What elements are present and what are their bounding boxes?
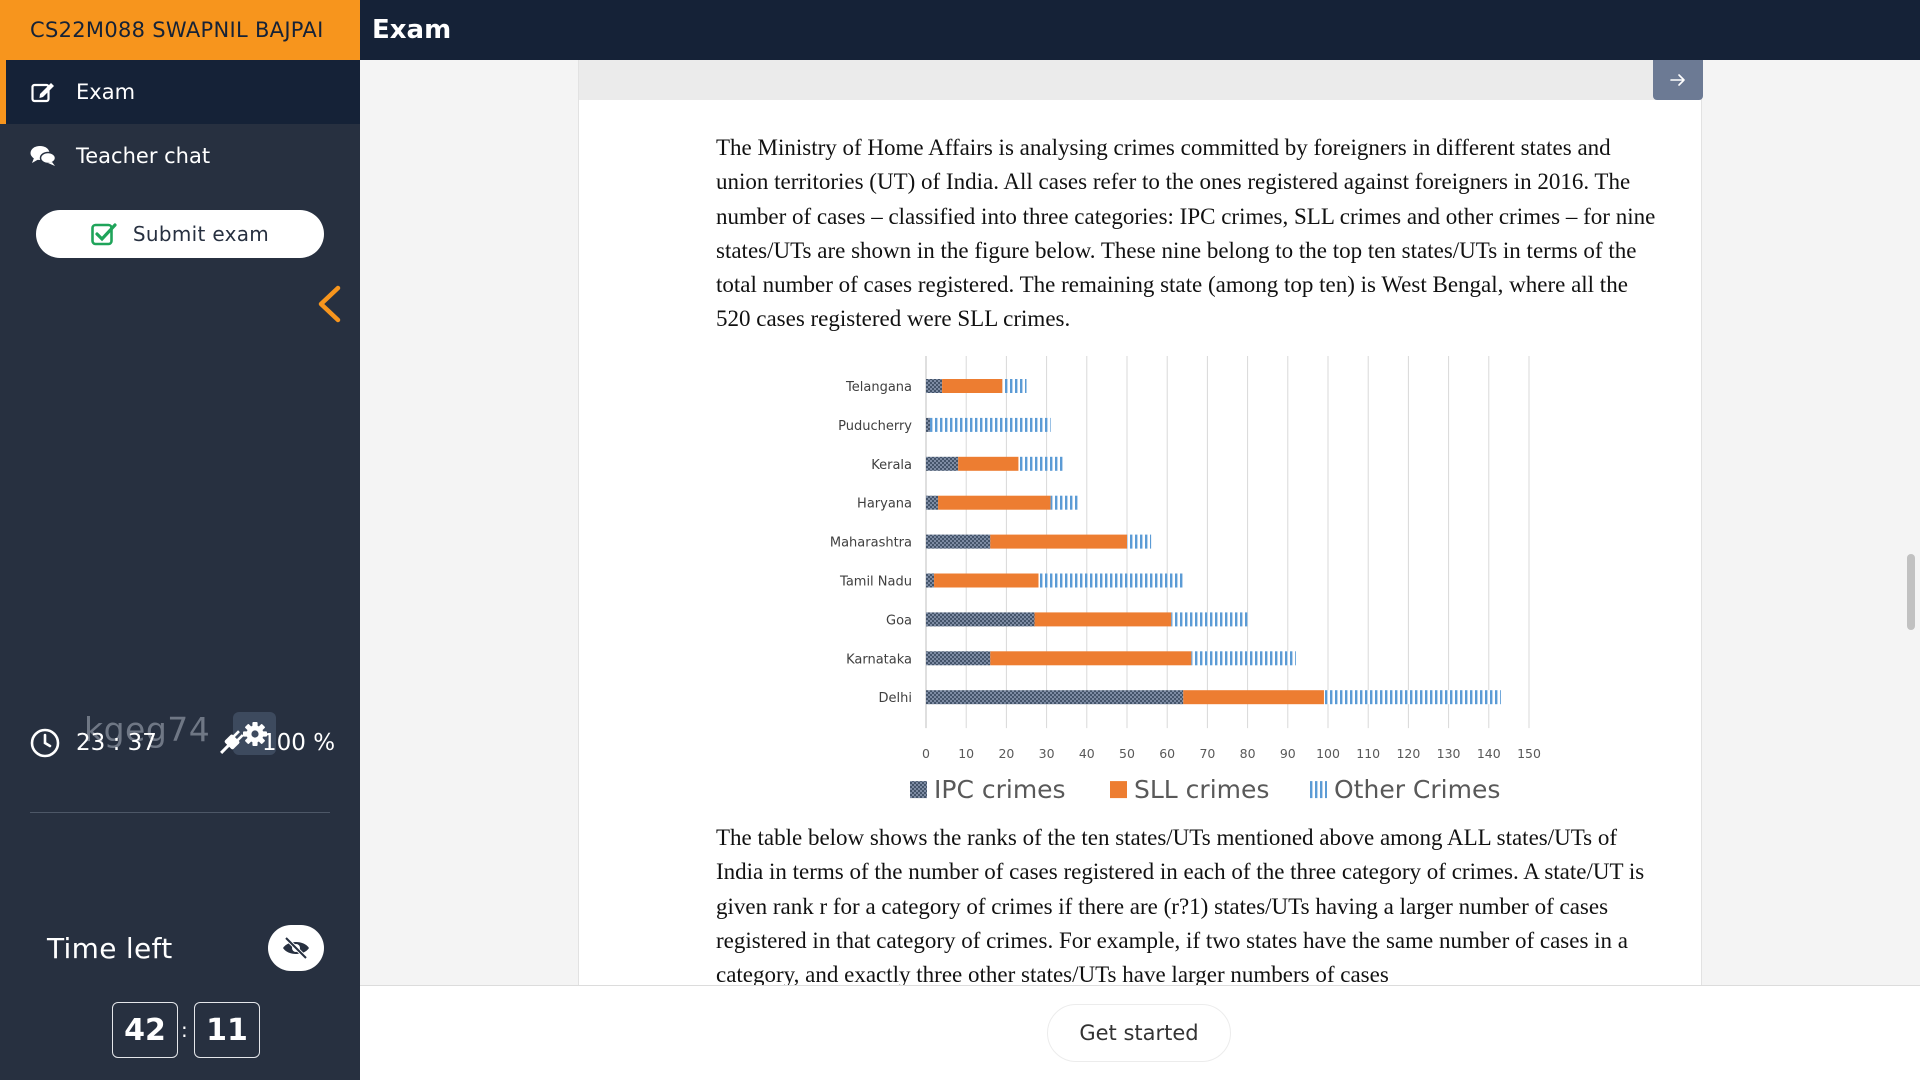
scrollbar-thumb[interactable] <box>1907 554 1915 630</box>
sll-bar-segment <box>958 456 1019 471</box>
y-category-label: Delhi <box>879 691 912 706</box>
legend-label: SLL crimes <box>1134 775 1269 804</box>
question-paragraph-1: The Ministry of Home Affairs is analysin… <box>716 135 1656 332</box>
other-bar-segment <box>1191 651 1296 666</box>
y-category-label: Telangana <box>845 380 912 395</box>
x-tick-label: 50 <box>1119 746 1135 761</box>
x-tick-label: 140 <box>1477 746 1501 761</box>
battery-display: 100 % <box>216 728 335 758</box>
sll-bar-segment <box>938 495 1051 510</box>
x-tick-label: 0 <box>922 746 930 761</box>
ipc-bar-segment <box>926 417 931 432</box>
other-bar-segment <box>1323 690 1501 705</box>
chat-icon <box>30 143 56 169</box>
gear-icon <box>242 721 267 746</box>
ipc-bar-segment <box>926 495 939 510</box>
battery-level: 100 % <box>262 730 336 756</box>
sll-bar-segment <box>1183 690 1324 705</box>
crimes-chart: 0 10 20 30 40 50 60 70 80 90 100 110 120 130 140 150 Tel… <box>770 344 1599 812</box>
settings-button[interactable] <box>233 712 276 755</box>
question-paragraph-2: The table below shows the ranks of the t… <box>716 825 1645 988</box>
y-category-label: Goa <box>886 613 912 628</box>
toggle-timer-visibility-button[interactable] <box>268 925 324 971</box>
user-label: CS22M088 SWAPNIL BAJPAI <box>0 0 360 60</box>
sidebar-item-label: Teacher chat <box>76 144 211 168</box>
sll-bar-segment <box>1034 612 1172 627</box>
plug-icon <box>216 728 246 758</box>
edit-icon <box>30 79 56 105</box>
ipc-bar-segment <box>926 534 991 549</box>
sidebar-divider <box>30 812 330 813</box>
get-started-button[interactable]: Get started <box>1047 1004 1231 1062</box>
collapse-sidebar-button[interactable] <box>314 282 344 326</box>
y-category-label: Kerala <box>871 458 912 473</box>
legend-swatch <box>910 781 927 799</box>
y-category-label: Karnataka <box>846 652 912 667</box>
session-code: kgeg74 <box>84 710 211 749</box>
ipc-bar-segment <box>926 612 1035 627</box>
ipc-bar-segment <box>926 690 1184 705</box>
sll-bar-segment <box>990 651 1192 666</box>
legend-swatch <box>1310 781 1327 799</box>
x-tick-label: 110 <box>1356 746 1380 761</box>
other-bar-segment <box>930 417 1051 432</box>
submit-exam-label: Submit exam <box>132 222 270 246</box>
sll-bar-segment <box>942 379 1003 393</box>
arrow-right-icon <box>1670 74 1685 86</box>
y-category-label: Maharashtra <box>830 536 912 551</box>
other-bar-segment <box>1038 573 1184 588</box>
time-left-label: Time left <box>47 932 173 965</box>
time-left-seconds: 11 <box>194 1002 260 1058</box>
x-tick-label: 100 <box>1316 746 1340 761</box>
x-tick-label: 70 <box>1199 746 1215 761</box>
clock-icon <box>30 728 60 758</box>
other-bar-segment <box>1002 379 1027 393</box>
other-bar-segment <box>1127 534 1152 549</box>
x-tick-label: 80 <box>1240 746 1256 761</box>
x-tick-label: 20 <box>998 746 1014 761</box>
other-bar-segment <box>1171 612 1248 627</box>
sidebar-item-exam[interactable]: Exam <box>0 60 360 124</box>
legend-label: IPC crimes <box>934 775 1066 804</box>
y-category-label: Haryana <box>857 497 912 512</box>
next-question-button[interactable] <box>1653 60 1703 100</box>
sidebar: Exam Teacher chat Submit exam kgeg74 <box>0 60 360 1080</box>
eye-slash-icon <box>283 936 309 960</box>
x-tick-label: 60 <box>1159 746 1175 761</box>
ipc-bar-segment <box>926 379 943 393</box>
other-bar-segment <box>1050 495 1079 510</box>
x-tick-label: 10 <box>958 746 974 761</box>
x-tick-label: 120 <box>1396 746 1420 761</box>
legend-label: Other Crimes <box>1334 775 1500 804</box>
top-bar: CS22M088 SWAPNIL BAJPAI Exam <box>0 0 1920 60</box>
x-tick-label: 150 <box>1517 746 1541 761</box>
y-category-label: Puducherry <box>838 419 912 434</box>
sidebar-item-label: Exam <box>76 80 136 104</box>
sll-bar-segment <box>934 573 1039 588</box>
submit-exam-button[interactable]: Submit exam <box>36 210 324 258</box>
time-separator: : <box>181 1018 188 1042</box>
crimes-bar-chart: 0 10 20 30 40 50 60 70 80 90 100 110 120 130 140 150 Tel… <box>830 356 1541 804</box>
time-left-minutes: 42 <box>112 1002 178 1058</box>
y-category-label: Tamil Nadu <box>839 575 912 590</box>
sidebar-item-teacher-chat[interactable]: Teacher chat <box>0 124 360 188</box>
page-title: Exam <box>372 15 452 45</box>
x-tick-label: 30 <box>1039 746 1055 761</box>
x-tick-label: 90 <box>1280 746 1296 761</box>
chevron-left-icon <box>318 285 341 323</box>
ipc-bar-segment <box>926 456 959 471</box>
sll-bar-segment <box>990 534 1127 549</box>
ipc-bar-segment <box>926 573 935 588</box>
legend-swatch <box>1110 781 1127 799</box>
other-bar-segment <box>1018 456 1063 471</box>
check-square-icon <box>91 222 117 246</box>
ipc-bar-segment <box>926 651 991 666</box>
x-tick-label: 130 <box>1437 746 1461 761</box>
x-tick-label: 40 <box>1079 746 1095 761</box>
clock-time: 23 : 37 <box>76 730 157 756</box>
page-top-strip <box>579 60 1701 100</box>
clock-display: 23 : 37 <box>30 728 157 758</box>
